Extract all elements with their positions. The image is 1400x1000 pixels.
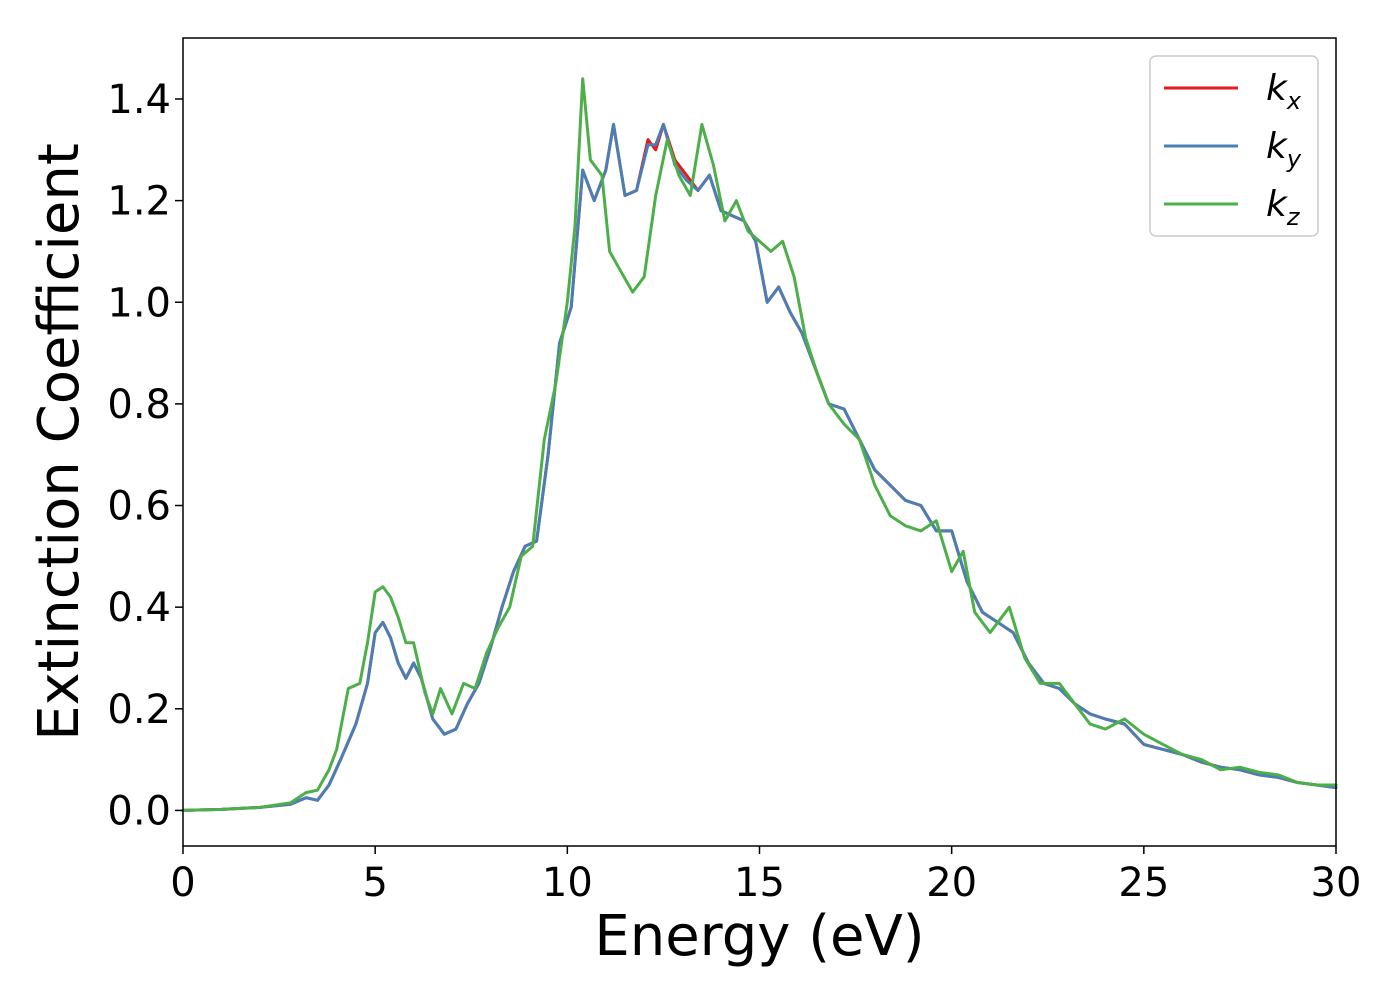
y-tick-label: 1.2	[107, 179, 171, 225]
x-axis-ticks: 0 5 10 15 20 25 30	[170, 846, 1361, 906]
y-axis-ticks: 0.0 0.2 0.4 0.6 0.8 1.0 1.2 1.4	[107, 77, 183, 834]
y-tick-label: 0.4	[107, 585, 171, 631]
x-tick-label: 30	[1311, 860, 1362, 906]
series-layer	[181, 77, 1338, 812]
y-tick-label: 1.4	[107, 77, 171, 123]
series-line-y	[181, 122, 1338, 812]
y-tick-label: 0.8	[107, 382, 171, 428]
x-tick-label: 15	[734, 860, 785, 906]
y-tick-label: 0.0	[107, 788, 171, 834]
x-axis-label: Energy (eV)	[594, 904, 924, 969]
legend-label-z: kz	[1266, 184, 1301, 231]
legend-label-x: kx	[1266, 68, 1302, 115]
legend: kx ky kz	[1149, 55, 1319, 237]
series-line-z	[181, 77, 1338, 812]
y-tick-label: 0.2	[107, 687, 171, 733]
x-tick-label: 5	[362, 860, 387, 906]
y-axis-label: Extinction Coefficient	[27, 143, 92, 741]
x-tick-label: 10	[542, 860, 593, 906]
y-tick-label: 1.0	[107, 280, 171, 326]
y-tick-label: 0.6	[107, 484, 171, 530]
x-tick-label: 25	[1118, 860, 1169, 906]
x-tick-label: 0	[170, 860, 195, 906]
x-tick-label: 20	[926, 860, 977, 906]
legend-label-y: ky	[1266, 126, 1302, 173]
